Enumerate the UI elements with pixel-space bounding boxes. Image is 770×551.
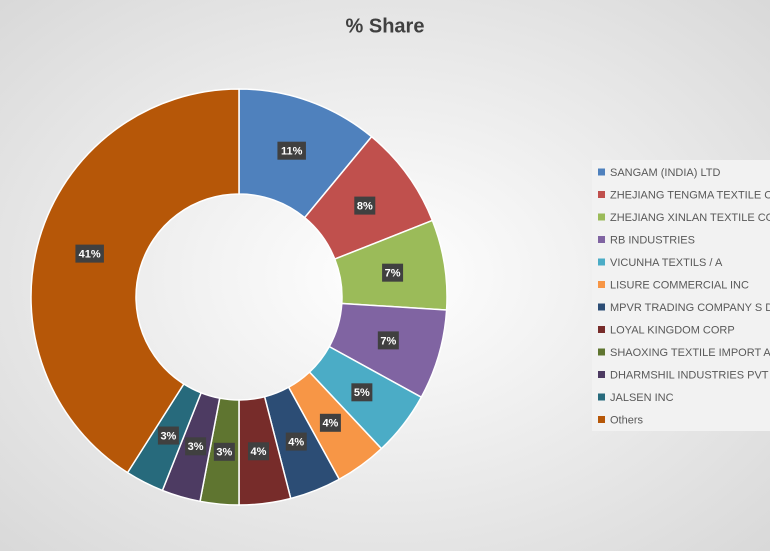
legend-box: [592, 160, 770, 431]
data-label: 3%: [188, 441, 204, 453]
legend-swatch: [598, 348, 605, 356]
data-label-box: [285, 432, 307, 451]
data-label: 3%: [216, 447, 232, 459]
legend-swatch: [598, 416, 605, 423]
legend-swatch: [598, 326, 605, 333]
legend-swatch: [598, 303, 605, 311]
legend-label: LOYAL KINGDOM CORP: [610, 324, 735, 336]
data-label-box: [75, 244, 104, 263]
legend-swatch: [598, 371, 605, 378]
data-label: 4%: [288, 436, 304, 448]
legend-label: SHAOXING TEXTILE IMPORT AND: [610, 347, 770, 359]
data-label: 4%: [251, 446, 267, 458]
legend-label: ZHEJIANG TENGMA TEXTILE CO LT: [610, 189, 770, 201]
data-label-box: [351, 383, 373, 402]
data-label-box: [377, 331, 399, 350]
legend-label: VICUNHA TEXTILS / A: [610, 257, 723, 269]
legend-swatch: [598, 168, 605, 176]
legend-label: JALSEN INC: [610, 392, 674, 404]
legend-label: Others: [610, 414, 644, 426]
legend-label: ZHEJIANG XINLAN TEXTILE CO LT: [610, 212, 770, 224]
data-label: 4%: [322, 418, 338, 430]
data-label: 41%: [79, 249, 101, 261]
legend-label: RB INDUSTRIES: [610, 234, 695, 246]
data-label: 5%: [354, 387, 370, 399]
data-label-box: [354, 196, 376, 215]
legend-swatch: [598, 213, 605, 221]
legend-label: DHARMSHIL INDUSTRIES PVT LTD: [610, 369, 770, 381]
data-label-box: [247, 442, 269, 461]
data-label: 3%: [160, 430, 176, 442]
data-label-box: [277, 141, 306, 160]
legend-swatch: [598, 281, 605, 288]
data-label: 8%: [357, 201, 373, 213]
data-label-box: [213, 442, 235, 461]
data-label-box: [185, 437, 207, 456]
legend-label: SANGAM (INDIA) LTD: [610, 167, 720, 179]
legend-swatch: [598, 258, 605, 266]
donut-slice: [30, 88, 240, 474]
legend-swatch: [598, 236, 605, 243]
data-label: 11%: [281, 146, 303, 158]
data-label-box: [382, 263, 404, 282]
data-label-box: [157, 426, 179, 445]
data-label: 7%: [385, 268, 401, 280]
legend-swatch: [598, 393, 605, 401]
data-label-box: [319, 413, 341, 432]
legend-swatch: [598, 191, 605, 198]
chart-title: % Share: [346, 15, 425, 37]
legend-label: LISURE COMMERCIAL INC: [610, 279, 749, 291]
data-label: 7%: [380, 335, 396, 347]
legend-label: MPVR TRADING COMPANY S DE R: [610, 302, 770, 314]
